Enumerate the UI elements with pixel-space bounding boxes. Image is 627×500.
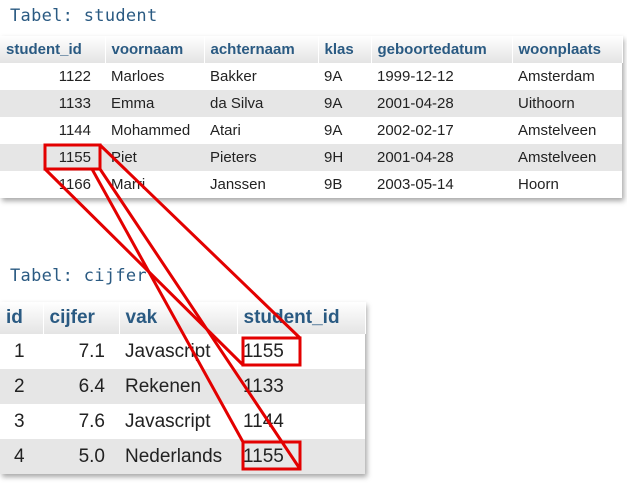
cell-vak: Javascript xyxy=(125,340,211,362)
cell-achternaam: Janssen xyxy=(210,176,266,193)
cell-achternaam: da Silva xyxy=(210,95,264,112)
cell-student-id: 1133 xyxy=(243,375,284,397)
cell-achternaam: Bakker xyxy=(210,68,257,85)
table-row: 1122 Marloes Bakker 9A 1999-12-12 Amster… xyxy=(0,63,622,90)
column-header-vak[interactable]: vak xyxy=(119,302,238,334)
cell-student-id: 1166 xyxy=(58,176,91,193)
cell-klas: 9A xyxy=(324,122,343,139)
cell-achternaam: Atari xyxy=(210,122,241,139)
cell-vak: Nederlands xyxy=(125,445,223,467)
student-table-caption: Tabel: student xyxy=(10,6,158,26)
student-table-container: student_id voornaam achternaam klas gebo… xyxy=(0,36,623,198)
cell-id: 4 xyxy=(14,445,25,467)
column-header-student-id[interactable]: student_id xyxy=(0,36,106,63)
cell-student-id-highlighted: 1155 xyxy=(243,445,284,467)
table-row: 1133 Emma da Silva 9A 2001-04-28 Uithoor… xyxy=(0,90,622,117)
cijfer-table-caption: Tabel: cijfer xyxy=(10,266,147,286)
cell-woonplaats: Hoorn xyxy=(518,176,559,193)
cell-klas: 9A xyxy=(324,95,343,112)
cell-geboortedatum: 2001-04-28 xyxy=(377,95,454,112)
cell-id: 2 xyxy=(14,375,25,397)
table-row: 4 5.0 Nederlands 1155 xyxy=(0,439,365,474)
cijfer-header-row: id cijfer vak student_id xyxy=(0,302,366,334)
cell-woonplaats: Amstelveen xyxy=(518,149,597,166)
cell-geboortedatum: 1999-12-12 xyxy=(377,68,454,85)
cell-id: 1 xyxy=(14,340,25,362)
cell-id: 3 xyxy=(14,410,25,432)
column-header-achternaam[interactable]: achternaam xyxy=(204,36,319,63)
student-header-row: student_id voornaam achternaam klas gebo… xyxy=(0,36,623,63)
table-row: 1166 Marri Janssen 9B 2003-05-14 Hoorn xyxy=(0,171,622,198)
cijfer-table-container: id cijfer vak student_id 1 7.1 Javascrip… xyxy=(0,302,366,474)
column-header-student-id[interactable]: student_id xyxy=(237,302,366,334)
student-table: student_id voornaam achternaam klas gebo… xyxy=(0,36,623,198)
cell-student-id: 1133 xyxy=(58,95,91,112)
cell-voornaam: Emma xyxy=(111,95,155,112)
column-header-woonplaats[interactable]: woonplaats xyxy=(512,36,623,63)
cell-voornaam: Marri xyxy=(111,176,146,193)
cell-voornaam: Marloes xyxy=(111,68,165,85)
cell-vak: Rekenen xyxy=(125,375,202,397)
cell-voornaam: Mohammed xyxy=(111,122,191,139)
table-row: 1144 Mohammed Atari 9A 2002-02-17 Amstel… xyxy=(0,117,622,144)
table-row: 2 6.4 Rekenen 1133 xyxy=(0,369,365,404)
cell-cijfer: 7.6 xyxy=(78,410,105,432)
cell-klas: 9B xyxy=(324,176,343,193)
column-header-voornaam[interactable]: voornaam xyxy=(105,36,205,63)
cell-cijfer: 5.0 xyxy=(78,445,105,467)
table-row: 1155 Piet Pieters 9H 2001-04-28 Amstelve… xyxy=(0,144,622,171)
cell-woonplaats: Uithoorn xyxy=(518,95,575,112)
cell-student-id-highlighted: 1155 xyxy=(243,340,284,362)
cell-student-id: 1122 xyxy=(58,68,91,85)
cijfer-table: id cijfer vak student_id 1 7.1 Javascrip… xyxy=(0,302,366,474)
cell-achternaam: Pieters xyxy=(210,149,257,166)
column-header-cijfer[interactable]: cijfer xyxy=(43,302,120,334)
column-header-geboortedatum[interactable]: geboortedatum xyxy=(371,36,513,63)
column-header-klas[interactable]: klas xyxy=(318,36,372,63)
cell-woonplaats: Amsterdam xyxy=(518,68,595,85)
cell-geboortedatum: 2002-02-17 xyxy=(377,122,454,139)
cell-geboortedatum: 2001-04-28 xyxy=(377,149,454,166)
cell-klas: 9H xyxy=(324,149,344,166)
cell-student-id-highlighted: 1155 xyxy=(58,149,91,166)
cell-vak: Javascript xyxy=(125,410,211,432)
cell-woonplaats: Amstelveen xyxy=(518,122,597,139)
cell-student-id: 1144 xyxy=(243,410,284,432)
cell-voornaam: Piet xyxy=(111,149,137,166)
cell-student-id: 1144 xyxy=(58,122,91,139)
cell-cijfer: 7.1 xyxy=(78,340,105,362)
table-row: 1 7.1 Javascript 1155 xyxy=(0,334,365,369)
cell-cijfer: 6.4 xyxy=(78,375,105,397)
column-header-id[interactable]: id xyxy=(0,302,44,334)
cell-klas: 9A xyxy=(324,68,343,85)
cell-geboortedatum: 2003-05-14 xyxy=(377,176,454,193)
table-row: 3 7.6 Javascript 1144 xyxy=(0,404,365,439)
